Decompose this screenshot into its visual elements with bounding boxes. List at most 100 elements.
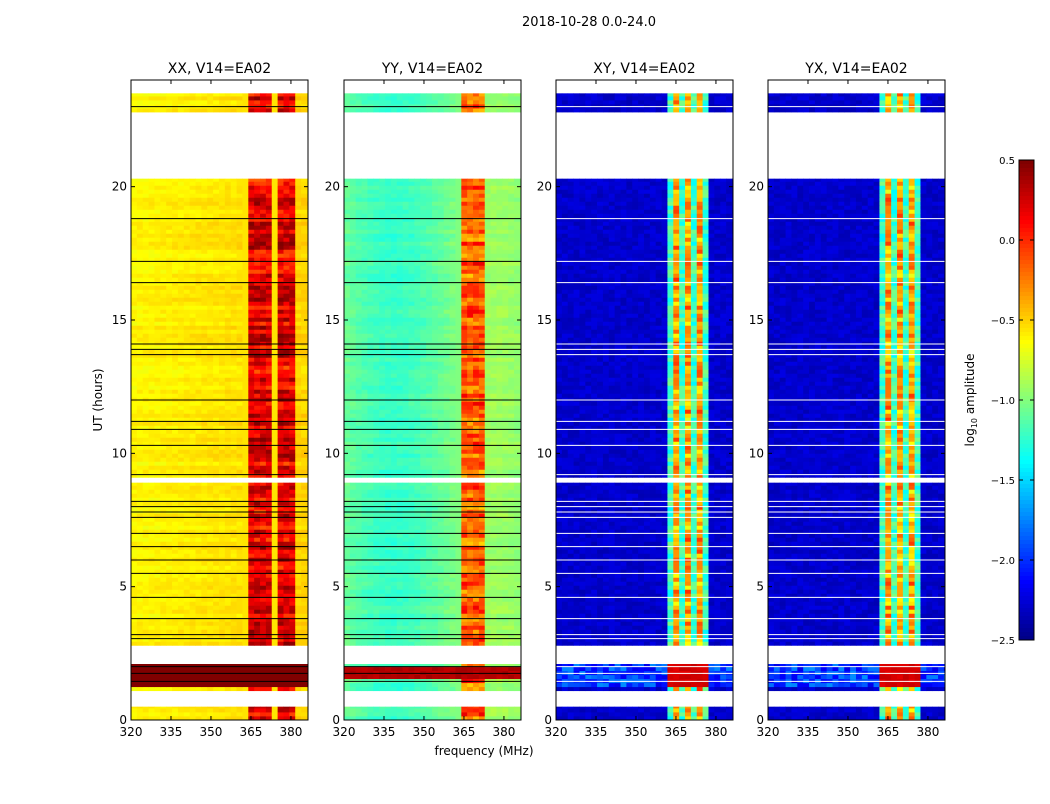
heatmap-cell xyxy=(231,485,237,489)
heatmap-cell xyxy=(450,609,456,613)
heatmap-cell xyxy=(301,209,307,213)
heatmap-cell xyxy=(149,261,155,265)
heatmap-cell xyxy=(491,621,497,625)
heatmap-cell xyxy=(160,289,166,293)
heatmap-cell xyxy=(242,549,248,553)
heatmap-cell xyxy=(272,229,278,233)
heatmap-cell xyxy=(283,261,289,265)
heatmap-cell xyxy=(344,597,350,601)
heatmap-cell xyxy=(272,401,278,405)
heatmap-cell xyxy=(137,573,143,577)
heatmap-cell xyxy=(254,445,260,449)
heatmap-cell xyxy=(266,361,272,365)
heatmap-cell xyxy=(350,577,356,581)
heatmap-cell xyxy=(201,517,207,521)
heatmap-cell xyxy=(362,712,368,716)
heatmap-cell xyxy=(278,181,284,185)
heatmap-cell xyxy=(254,197,260,201)
heatmap-cell xyxy=(219,179,225,182)
heatmap-cell xyxy=(143,493,149,497)
heatmap-cell xyxy=(219,613,225,617)
heatmap-cell xyxy=(131,289,137,293)
heatmap-cell xyxy=(149,96,155,100)
heatmap-cell xyxy=(160,277,166,281)
heatmap-cell xyxy=(196,521,202,525)
heatmap-cell xyxy=(479,597,485,601)
heatmap-cell xyxy=(178,449,184,453)
heatmap-cell xyxy=(207,577,213,581)
heatmap-cell xyxy=(172,409,178,413)
heatmap-cell xyxy=(178,181,184,185)
heatmap-cell xyxy=(491,609,497,613)
heatmap-cell xyxy=(149,253,155,257)
heatmap-cell xyxy=(242,501,248,505)
heatmap-cell xyxy=(248,305,254,309)
heatmap-cell xyxy=(213,209,219,213)
heatmap-cell xyxy=(508,617,514,621)
heatmap-cell xyxy=(295,213,301,217)
heatmap-cell xyxy=(184,233,190,237)
heatmap-cell xyxy=(301,217,307,221)
heatmap-cell xyxy=(254,577,260,581)
heatmap-cell xyxy=(254,265,260,269)
heatmap-cell xyxy=(455,637,461,641)
heatmap-cell xyxy=(190,537,196,541)
heatmap-cell xyxy=(295,229,301,233)
heatmap-cell xyxy=(137,185,143,189)
heatmap-cell xyxy=(379,613,385,617)
heatmap-cell xyxy=(225,245,231,249)
heatmap-cell xyxy=(283,265,289,269)
heatmap-cell xyxy=(190,553,196,557)
heatmap-cell xyxy=(403,633,409,637)
heatmap-cell xyxy=(278,573,284,577)
heatmap-cell xyxy=(508,605,514,609)
heatmap-cell xyxy=(213,361,219,365)
heatmap-cell xyxy=(219,445,225,449)
heatmap-cell xyxy=(201,289,207,293)
heatmap-cell xyxy=(196,505,202,509)
heatmap-cell xyxy=(178,281,184,285)
heatmap-cell xyxy=(166,273,172,277)
heatmap-cell xyxy=(131,265,137,269)
heatmap-cell xyxy=(213,100,219,104)
heatmap-cell xyxy=(242,437,248,441)
heatmap-cell xyxy=(219,197,225,201)
heatmap-cell xyxy=(254,393,260,397)
heatmap-cell xyxy=(278,429,284,433)
heatmap-cell xyxy=(219,501,225,505)
heatmap-cell xyxy=(237,229,243,233)
heatmap-cell xyxy=(362,633,368,637)
heatmap-cell xyxy=(196,225,202,229)
heatmap-cell xyxy=(166,433,172,437)
heatmap-cell xyxy=(207,108,213,112)
heatmap-cell xyxy=(266,265,272,269)
heatmap-cell xyxy=(362,601,368,605)
heatmap-cell xyxy=(196,687,202,691)
heatmap-cell xyxy=(154,589,160,593)
heatmap-cell xyxy=(237,621,243,625)
heatmap-cell xyxy=(178,521,184,525)
heatmap-cell xyxy=(260,537,266,541)
heatmap-cell xyxy=(237,573,243,577)
y-tick-label: 10 xyxy=(112,446,127,460)
heatmap-cell xyxy=(289,489,295,493)
heatmap-cell xyxy=(184,241,190,245)
heatmap-cell xyxy=(131,453,137,457)
heatmap-cell xyxy=(178,708,184,712)
heatmap-cell xyxy=(254,401,260,405)
heatmap-cell xyxy=(444,641,450,645)
heatmap-cell xyxy=(301,609,307,613)
heatmap-cell xyxy=(201,613,207,617)
heatmap-cell xyxy=(213,517,219,521)
heatmap-cell xyxy=(242,625,248,629)
heatmap-cell xyxy=(237,589,243,593)
heatmap-cell xyxy=(237,675,243,679)
heatmap-cell xyxy=(420,621,426,625)
heatmap-cell xyxy=(467,625,473,629)
heatmap-cell xyxy=(367,712,373,716)
heatmap-cell xyxy=(178,533,184,537)
heatmap-cell xyxy=(242,433,248,437)
heatmap-cell xyxy=(207,225,213,229)
heatmap-cell xyxy=(283,445,289,449)
heatmap-cell xyxy=(143,413,149,417)
